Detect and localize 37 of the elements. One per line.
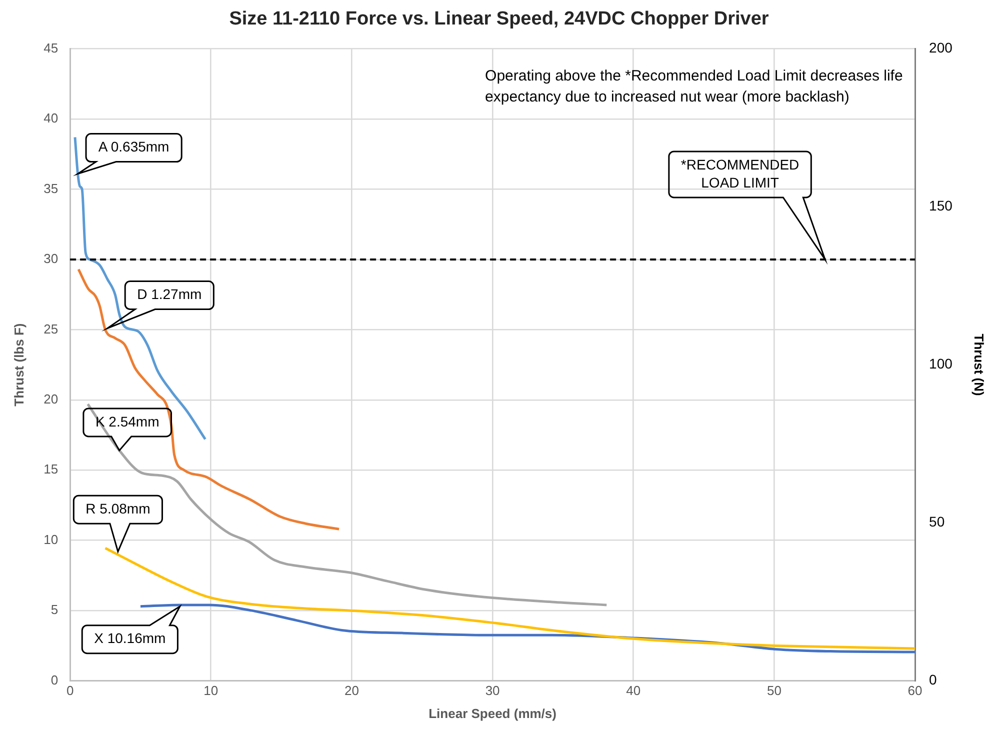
x-tick-label: 40 (626, 683, 641, 698)
x-tick-label: 10 (204, 683, 218, 698)
y2-axis-title: Thrust (N) (972, 334, 987, 396)
ref-line-label: *RECOMMENDED LOAD LIMIT (680, 156, 800, 190)
x-tick-label: 30 (485, 683, 500, 698)
annotation: R 5.08mm (86, 500, 150, 516)
line-series (86, 402, 608, 606)
y-tick-label: 5 (50, 602, 58, 618)
y-tick-label: 45 (44, 40, 58, 56)
x-axis-title: Linear Speed (mm/s) (428, 706, 556, 721)
annotation: K 2.54mm (95, 413, 160, 430)
y2-tick-label: 50 (929, 514, 945, 530)
y-tick-label: 15 (44, 462, 58, 477)
x-tick-label: 0 (66, 683, 74, 698)
line-series (104, 546, 916, 650)
y-tick-label: 30 (44, 251, 58, 266)
annotation: Operating above the *Recommended Load Limit decreases life expectancy due to increased nut wear (more backlash) (485, 67, 903, 106)
y2-tick-label: 200 (929, 40, 953, 56)
y2-tick-label: 100 (929, 356, 953, 372)
annotation: D 1.27mm (137, 286, 202, 302)
chart-title: Size 11-2110 Force vs. Linear Speed, 24VDC Chopper Driver (229, 8, 770, 30)
y-tick-label: 0 (50, 672, 58, 688)
y-tick-label: 40 (44, 110, 58, 126)
x-tick-label: 20 (344, 683, 359, 698)
line-series (77, 268, 340, 530)
x-tick-label: 50 (766, 683, 782, 698)
y-tick-label: 35 (44, 180, 58, 196)
annotation: X 10.16mm (94, 630, 166, 646)
y2-tick-label: 0 (929, 672, 938, 688)
y-tick-label: 10 (44, 532, 58, 547)
y-axis-title: Thrust (lbs F) (11, 323, 26, 406)
line-series (74, 136, 207, 440)
x-tick-label: 60 (908, 683, 922, 698)
annotation: A 0.635mm (98, 138, 170, 155)
y-tick-label: 20 (44, 391, 58, 406)
y2-tick-label: 150 (929, 198, 953, 214)
y-tick-label: 25 (44, 321, 58, 336)
